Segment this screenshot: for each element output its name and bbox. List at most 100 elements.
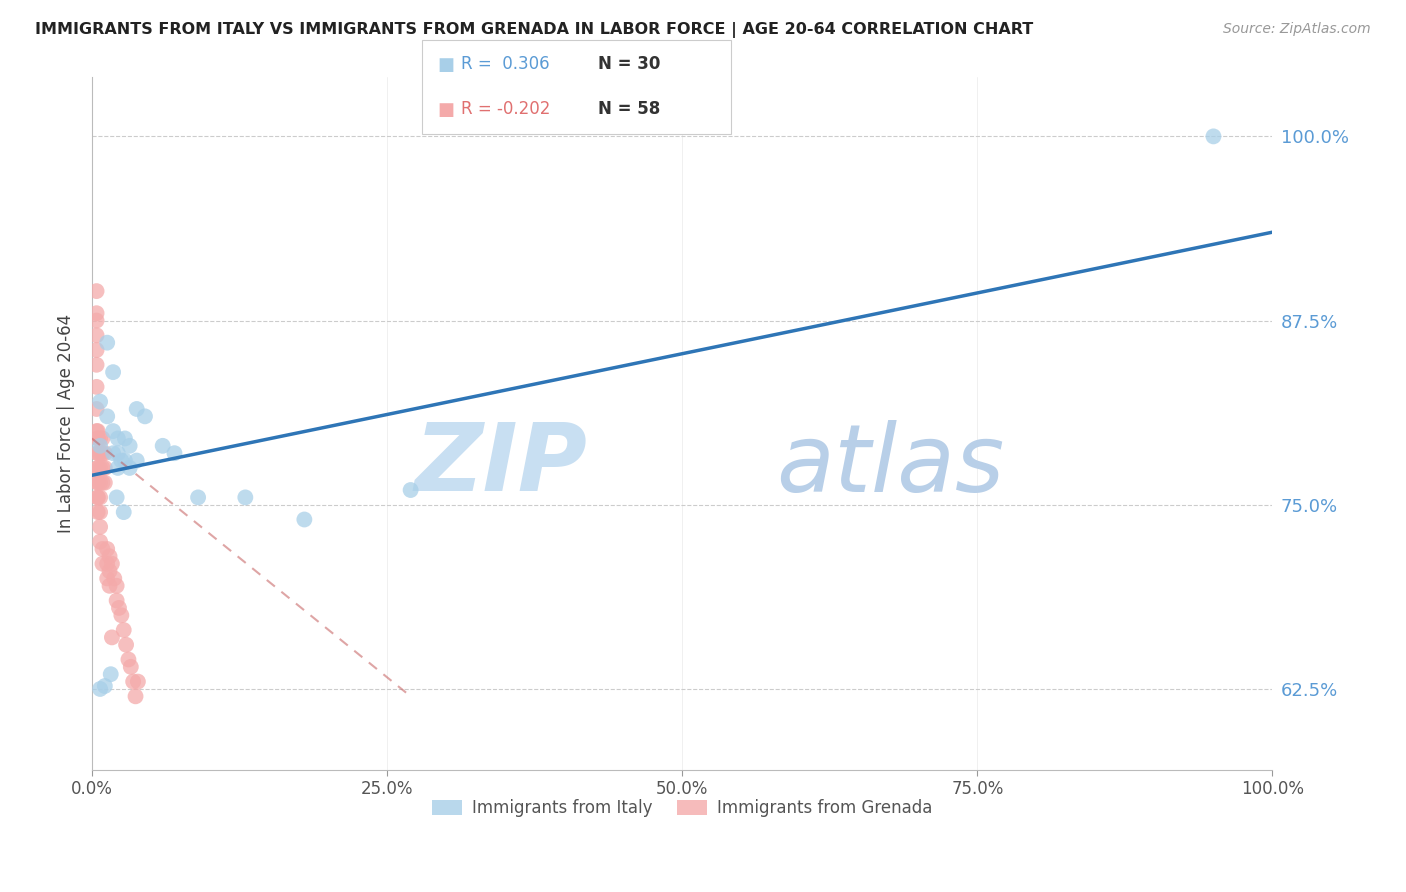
Point: [87, 475, 110, 490]
Point: [134, 409, 156, 424]
Point: [91, 475, 114, 490]
Point: [233, 491, 256, 505]
Point: [89, 520, 111, 534]
Point: [98, 564, 121, 578]
Point: [94, 679, 117, 693]
Point: [87, 505, 110, 519]
Point: [87, 461, 110, 475]
Point: [86, 402, 108, 417]
Point: [89, 475, 111, 490]
Point: [112, 505, 135, 519]
Point: [89, 491, 111, 505]
Point: [124, 690, 146, 704]
Point: [110, 608, 132, 623]
Point: [187, 491, 209, 505]
Point: [125, 453, 148, 467]
Point: [91, 446, 114, 460]
Point: [98, 549, 121, 564]
Point: [120, 660, 142, 674]
Point: [94, 446, 117, 460]
Point: [112, 623, 135, 637]
Point: [103, 571, 125, 585]
Point: [96, 541, 118, 556]
Text: IMMIGRANTS FROM ITALY VS IMMIGRANTS FROM GRENADA IN LABOR FORCE | AGE 20-64 CORR: IMMIGRANTS FROM ITALY VS IMMIGRANTS FROM…: [35, 22, 1033, 38]
Point: [87, 424, 110, 438]
Point: [87, 432, 110, 446]
Point: [86, 306, 108, 320]
Point: [91, 557, 114, 571]
Point: [89, 505, 111, 519]
Point: [127, 674, 149, 689]
Point: [101, 631, 124, 645]
Point: [89, 461, 111, 475]
Point: [105, 593, 128, 607]
Point: [122, 674, 145, 689]
Point: [96, 571, 118, 585]
Point: [87, 475, 110, 490]
Point: [91, 432, 114, 446]
Point: [87, 461, 110, 475]
Point: [87, 446, 110, 460]
Point: [399, 483, 422, 497]
Point: [107, 432, 129, 446]
Point: [101, 365, 124, 379]
Point: [114, 453, 136, 467]
Point: [86, 313, 108, 327]
Point: [117, 652, 139, 666]
Point: [86, 284, 108, 298]
Y-axis label: In Labor Force | Age 20-64: In Labor Force | Age 20-64: [58, 314, 75, 533]
Point: [86, 343, 108, 357]
Point: [87, 491, 110, 505]
Point: [89, 394, 111, 409]
Point: [118, 439, 141, 453]
Text: R = -0.202: R = -0.202: [461, 100, 551, 118]
Point: [125, 402, 148, 417]
Point: [101, 424, 124, 438]
Text: N = 30: N = 30: [598, 55, 659, 73]
Point: [105, 579, 128, 593]
Text: atlas: atlas: [776, 420, 1005, 511]
Point: [292, 512, 315, 526]
Point: [96, 335, 118, 350]
Point: [96, 409, 118, 424]
Point: [86, 424, 108, 438]
Point: [94, 475, 117, 490]
Text: ■: ■: [437, 56, 454, 74]
Point: [105, 491, 128, 505]
Point: [86, 328, 108, 343]
Point: [89, 681, 111, 696]
Point: [152, 439, 174, 453]
Point: [101, 557, 124, 571]
Point: [89, 446, 111, 460]
Point: [94, 461, 117, 475]
Text: ZIP: ZIP: [415, 419, 588, 511]
Text: ■: ■: [437, 101, 454, 119]
Text: R =  0.306: R = 0.306: [461, 55, 550, 73]
Legend: Immigrants from Italy, Immigrants from Grenada: Immigrants from Italy, Immigrants from G…: [425, 793, 939, 824]
Point: [114, 432, 136, 446]
Point: [163, 446, 186, 460]
Point: [107, 461, 129, 475]
Point: [87, 491, 110, 505]
Text: Source: ZipAtlas.com: Source: ZipAtlas.com: [1223, 22, 1371, 37]
Point: [98, 579, 121, 593]
Point: [108, 601, 131, 615]
Point: [96, 557, 118, 571]
Point: [100, 667, 122, 681]
Point: [115, 638, 138, 652]
Text: N = 58: N = 58: [598, 100, 659, 118]
Point: [87, 446, 110, 460]
Point: [107, 446, 129, 460]
Point: [91, 541, 114, 556]
Point: [110, 453, 132, 467]
Point: [87, 432, 110, 446]
Point: [89, 432, 111, 446]
Point: [89, 439, 111, 453]
Point: [89, 534, 111, 549]
Point: [1202, 129, 1225, 144]
Point: [86, 358, 108, 372]
Point: [91, 461, 114, 475]
Point: [86, 380, 108, 394]
Point: [101, 446, 124, 460]
Point: [118, 461, 141, 475]
